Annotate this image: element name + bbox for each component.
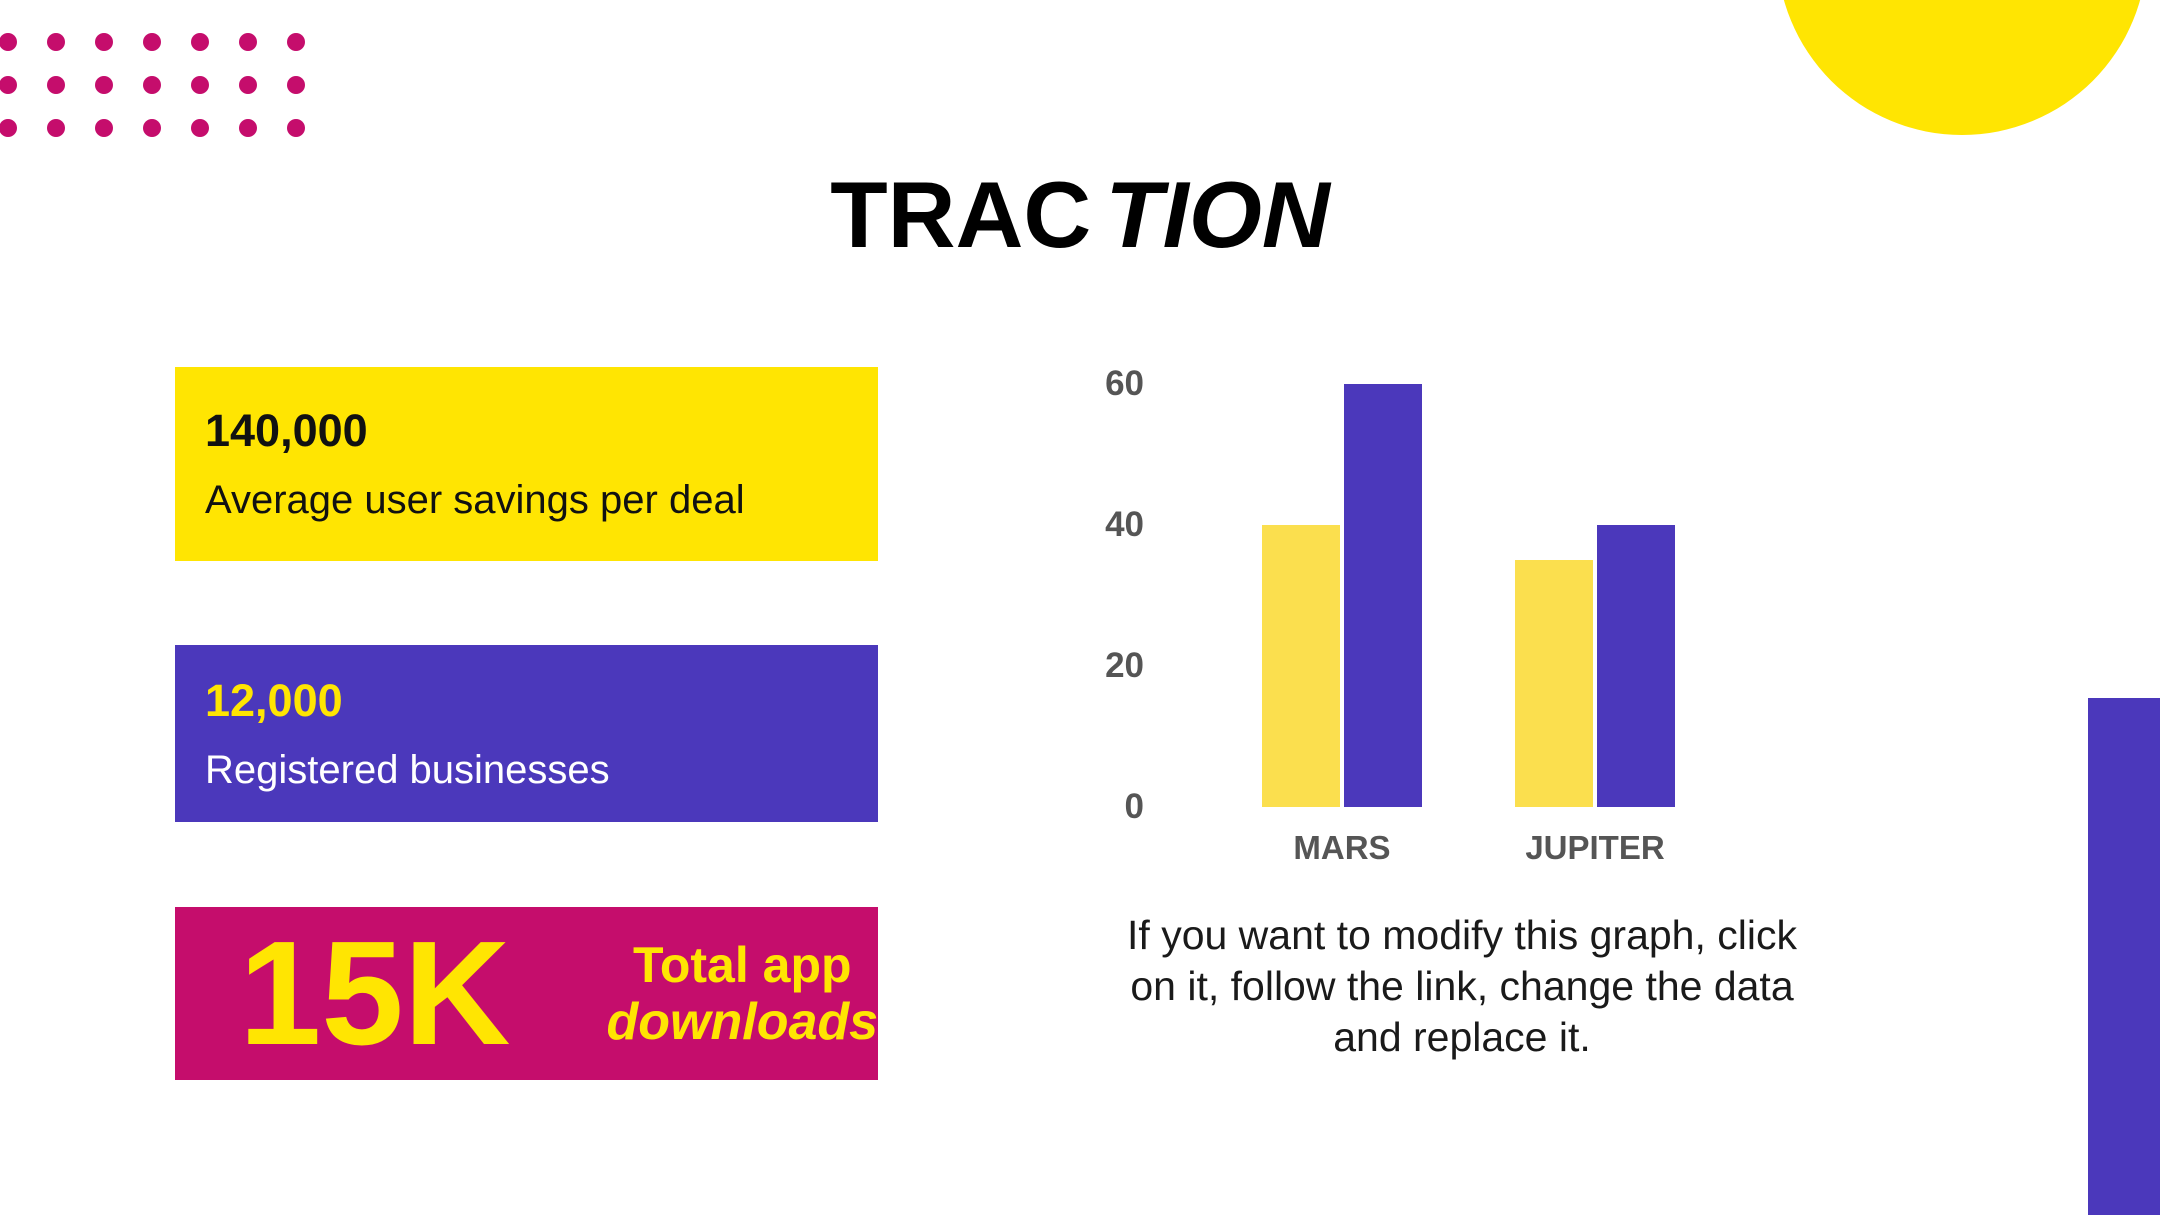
stat-card-downloads: 15K Total app downloads	[175, 907, 878, 1080]
savings-label: Average user savings per deal	[205, 478, 745, 522]
decor-dot	[47, 76, 65, 94]
decor-dot	[143, 119, 161, 137]
decor-dot	[287, 76, 305, 94]
downloads-value: 15K	[239, 910, 511, 1076]
chart-x-axis: MARS JUPITER	[1262, 829, 1674, 873]
decor-dot	[0, 76, 17, 94]
y-tick-60: 60	[1105, 364, 1144, 403]
chart-plot	[1262, 384, 1675, 807]
bar-jupiter-purple	[1597, 525, 1675, 807]
decor-dot	[191, 119, 209, 137]
yellow-circle-decor	[1777, 0, 2147, 135]
bar-mars-purple	[1344, 384, 1422, 807]
bar-mars-yellow	[1262, 525, 1340, 807]
downloads-label-line1: Total app	[633, 936, 852, 993]
decor-dot	[287, 33, 305, 51]
caption-line-1: If you want to modify this graph, click	[1127, 912, 1797, 958]
decor-dot	[0, 33, 17, 51]
page-title: TRAC TION	[0, 168, 2160, 262]
stat-card-businesses: 12,000 Registered businesses	[175, 645, 878, 822]
title-italic-part: TION	[1105, 162, 1330, 267]
decor-dot	[143, 76, 161, 94]
chart-caption: If you want to modify this graph, click …	[1100, 910, 1824, 1063]
chart-y-axis: 0 20 40 60	[1040, 364, 1144, 826]
decor-dot	[95, 76, 113, 94]
savings-value: 140,000	[205, 405, 368, 456]
decor-dot	[287, 119, 305, 137]
decor-dot	[143, 33, 161, 51]
decor-dot	[239, 76, 257, 94]
decor-dot	[0, 119, 17, 137]
decor-dot	[47, 33, 65, 51]
stat-card-savings: 140,000 Average user savings per deal	[175, 367, 878, 561]
y-tick-0: 0	[1124, 787, 1144, 826]
downloads-label-line2: downloads	[606, 992, 879, 1051]
downloads-label: Total app downloads	[607, 937, 879, 1051]
decor-dot	[239, 33, 257, 51]
bar-jupiter-yellow	[1515, 560, 1593, 807]
caption-line-3: and replace it.	[1333, 1014, 1591, 1060]
decor-dot	[95, 33, 113, 51]
y-tick-40: 40	[1105, 505, 1144, 544]
bar-chart[interactable]: 0 20 40 60 MARS JUPITER	[1040, 364, 1680, 884]
title-regular-part: TRAC	[830, 162, 1092, 267]
x-label-jupiter: JUPITER	[1525, 829, 1665, 866]
x-label-mars: MARS	[1293, 829, 1391, 866]
businesses-label: Registered businesses	[205, 747, 610, 792]
decor-dot	[191, 76, 209, 94]
decor-dot	[47, 119, 65, 137]
decor-dot	[191, 33, 209, 51]
decor-dot	[95, 119, 113, 137]
businesses-value: 12,000	[205, 674, 343, 726]
y-tick-20: 20	[1105, 646, 1144, 685]
caption-line-2: on it, follow the link, change the data	[1130, 963, 1794, 1009]
decor-dot	[239, 119, 257, 137]
purple-strip-decor	[2088, 698, 2160, 1215]
dots-grid	[0, 33, 305, 137]
